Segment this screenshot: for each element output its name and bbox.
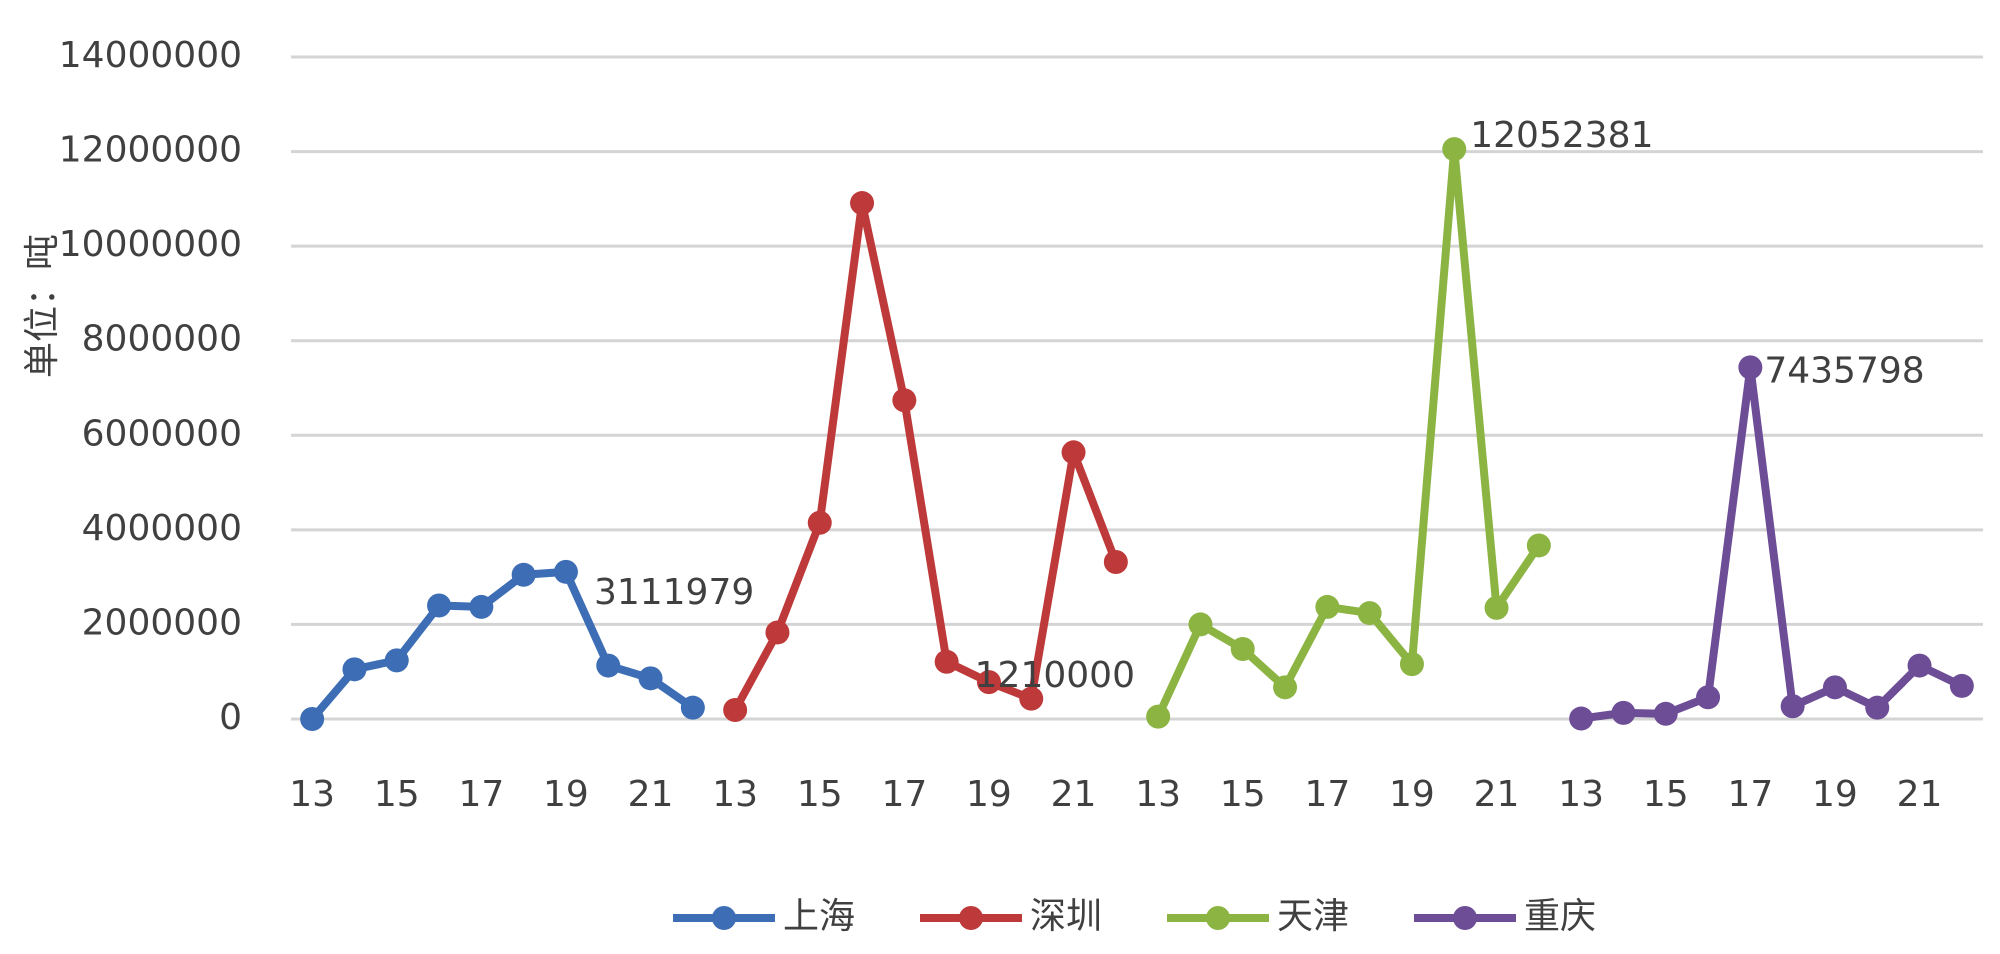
data-point bbox=[469, 594, 494, 619]
y-tick-label: 8000000 bbox=[82, 319, 242, 360]
data-point bbox=[1696, 685, 1721, 710]
data-point bbox=[1315, 594, 1340, 619]
y-tick-label: 6000000 bbox=[82, 413, 242, 454]
x-tick-label: 15 bbox=[1220, 774, 1266, 815]
data-point bbox=[638, 666, 663, 691]
x-tick-label: 21 bbox=[1051, 774, 1097, 815]
x-tick-label: 19 bbox=[1389, 774, 1435, 815]
legend-marker bbox=[959, 906, 983, 930]
x-tick-label: 21 bbox=[1897, 774, 1943, 815]
x-tick-label: 19 bbox=[966, 774, 1012, 815]
x-tick-label: 17 bbox=[1304, 774, 1350, 815]
data-point bbox=[1061, 440, 1086, 465]
data-point bbox=[342, 657, 367, 682]
x-tick-label: 15 bbox=[797, 774, 843, 815]
y-tick-label: 2000000 bbox=[82, 602, 242, 643]
y-tick-label: 10000000 bbox=[59, 224, 242, 265]
data-point bbox=[934, 649, 959, 674]
data-point bbox=[1188, 612, 1213, 637]
data-point bbox=[384, 648, 409, 673]
data-point bbox=[553, 559, 578, 584]
y-tick-label: 4000000 bbox=[82, 508, 242, 549]
data-point bbox=[1822, 675, 1847, 700]
data-point bbox=[1399, 652, 1424, 677]
x-tick-label: 15 bbox=[374, 774, 420, 815]
x-tick-label: 21 bbox=[1474, 774, 1520, 815]
data-point bbox=[807, 510, 832, 535]
x-tick-label: 13 bbox=[1135, 774, 1181, 815]
y-tick-label: 12000000 bbox=[59, 130, 242, 171]
legend-marker bbox=[712, 906, 736, 930]
data-point bbox=[976, 670, 1001, 695]
legend-label: 上海 bbox=[783, 896, 855, 937]
data-point bbox=[596, 653, 621, 678]
data-point bbox=[1146, 704, 1171, 729]
legend-marker bbox=[1453, 906, 1477, 930]
data-label: 3111979 bbox=[594, 572, 754, 613]
legend-label: 重庆 bbox=[1524, 896, 1596, 937]
data-label: 7435798 bbox=[1764, 350, 1924, 391]
data-point bbox=[1738, 355, 1763, 380]
data-point bbox=[892, 388, 917, 413]
x-tick-label: 13 bbox=[1558, 774, 1604, 815]
data-label: 12052381 bbox=[1470, 115, 1653, 156]
x-tick-label: 13 bbox=[712, 774, 758, 815]
legend-label: 天津 bbox=[1277, 896, 1349, 937]
y-tick-label: 0 bbox=[219, 697, 242, 738]
x-tick-label: 17 bbox=[458, 774, 504, 815]
x-tick-label: 19 bbox=[543, 774, 589, 815]
x-tick-label: 15 bbox=[1643, 774, 1689, 815]
data-point bbox=[1484, 595, 1509, 620]
data-point bbox=[1653, 701, 1678, 726]
data-point bbox=[1273, 675, 1298, 700]
data-point bbox=[1526, 533, 1551, 558]
data-point bbox=[1949, 673, 1974, 698]
x-tick-label: 19 bbox=[1812, 774, 1858, 815]
data-label: 1210000 bbox=[975, 655, 1135, 696]
data-point bbox=[300, 707, 325, 731]
data-point bbox=[1230, 637, 1255, 662]
series-line bbox=[309, 567, 696, 722]
series-line bbox=[731, 199, 1120, 712]
series-line bbox=[1580, 363, 1964, 723]
data-point bbox=[511, 562, 536, 587]
data-point bbox=[1019, 686, 1044, 711]
x-tick-label: 21 bbox=[628, 774, 674, 815]
data-point bbox=[1611, 700, 1636, 725]
data-point bbox=[1569, 706, 1594, 731]
y-axis-title: 单位：吨 bbox=[22, 234, 63, 378]
data-point bbox=[1865, 695, 1890, 720]
data-point bbox=[680, 695, 705, 720]
data-point bbox=[1103, 550, 1128, 575]
x-tick-label: 17 bbox=[1727, 774, 1773, 815]
x-tick-label: 13 bbox=[289, 774, 335, 815]
data-point bbox=[1907, 653, 1932, 678]
legend-marker bbox=[1206, 906, 1230, 930]
series-line bbox=[1154, 145, 1543, 719]
data-point bbox=[723, 698, 748, 723]
data-point bbox=[1780, 694, 1805, 719]
data-point bbox=[1442, 137, 1467, 162]
data-point bbox=[1357, 601, 1382, 626]
y-tick-label: 14000000 bbox=[59, 35, 242, 76]
x-tick-label: 17 bbox=[881, 774, 927, 815]
data-point bbox=[427, 593, 452, 618]
data-point bbox=[850, 191, 875, 216]
data-point bbox=[765, 620, 790, 645]
legend-label: 深圳 bbox=[1030, 896, 1102, 937]
